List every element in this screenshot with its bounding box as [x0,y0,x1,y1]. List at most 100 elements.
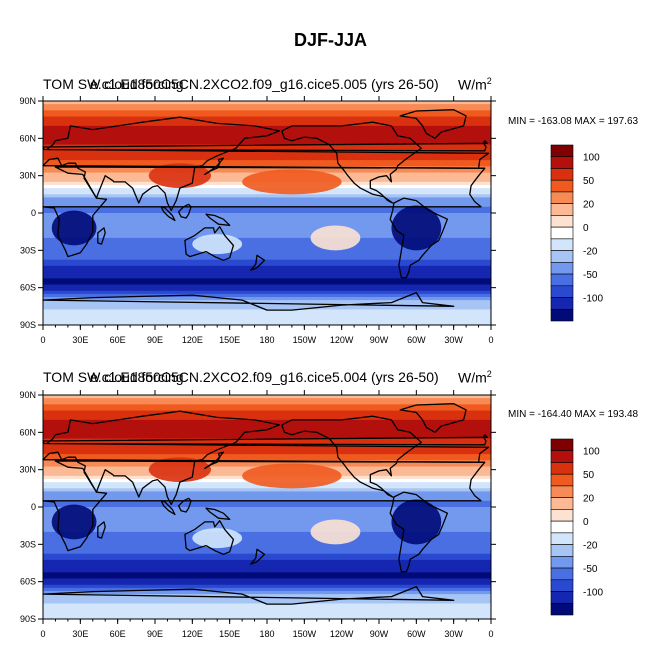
min-max-label: MIN = -164.40 MAX = 193.48 [508,409,639,420]
colorbar-swatch [550,591,574,604]
field-band [43,563,491,567]
field-band [43,559,491,564]
field-band [43,160,491,164]
colorbar-swatch [550,509,574,522]
colorbar-label: 100 [583,153,600,164]
field-band [43,262,491,267]
colorbar-swatch [550,544,574,557]
field-band [43,553,491,558]
field-band [43,116,491,121]
field-band [43,516,491,521]
field-band [43,522,491,527]
field-band [43,435,491,440]
field-band [43,578,491,583]
colorbar-label: 50 [583,470,595,481]
field-band [43,525,491,530]
variable-label: TOM SW cloud forcing [43,369,184,385]
lon-tick-label: 120E [182,335,203,345]
lat-tick-label: 90N [19,390,36,400]
field-band [43,206,491,211]
lon-tick-label: 30E [72,335,88,345]
lon-tick-label: 0 [488,629,493,639]
lat-tick-label: 60S [20,577,36,587]
field-band [43,507,491,511]
colorbar-swatch [550,462,574,475]
field-band [43,587,491,592]
field-band [43,231,491,236]
field-patch [148,457,211,483]
field-band [43,197,491,202]
field-band [43,144,491,149]
lon-tick-label: 150W [293,335,317,345]
field-band [43,303,491,307]
field-band [43,519,491,524]
field-band [43,104,491,108]
colorbar-swatch [550,156,574,169]
lon-tick-label: 90W [370,629,389,639]
coastline-madagascar [97,521,106,539]
field-band [43,395,491,399]
field-band [43,572,491,577]
lon-tick-label: 60W [407,629,426,639]
colorbar-swatch [550,308,574,322]
variable-label: TOM SW cloud forcing [43,76,184,92]
units-label: W/m2 [458,369,492,386]
coastline-namerica [281,121,422,204]
field-band [43,265,491,270]
field-band [43,194,491,199]
field-band [43,429,491,433]
lon-tick-label: 0 [40,335,45,345]
field-patch [310,225,361,251]
colorbar-label: -100 [583,294,603,305]
coastline-britain [42,434,488,446]
colorbar-label: 20 [583,494,595,505]
field-band [43,222,491,227]
field-band [43,225,491,230]
field-band [43,321,491,326]
lon-tick-label: 90E [147,335,163,345]
field-band [43,401,491,405]
field-band [43,247,491,251]
colorbar-swatch [550,497,574,510]
coastline-eurasia [42,116,490,212]
field-band [43,244,491,248]
field-band [43,138,491,143]
coastline-antarctica [42,585,455,605]
lon-tick-label: 30E [72,629,88,639]
field-band [43,494,491,499]
field-band [43,284,491,289]
field-band [43,315,491,320]
lon-tick-label: 30W [444,335,463,345]
colorbar-label: -50 [583,270,598,281]
field-band [43,404,491,409]
field-band [43,591,491,595]
field-band [43,241,491,245]
field-band [43,538,491,542]
field-band [43,569,491,573]
field-band [43,132,491,136]
field-band [43,541,491,545]
lon-tick-label: 90E [147,629,163,639]
colorbar-label: -20 [583,247,598,258]
field-band [43,457,491,461]
lat-tick-label: 30N [19,171,36,181]
lon-tick-label: 120W [330,629,354,639]
field-band [43,413,491,418]
coastline-greenland [399,109,467,139]
field-band [43,203,491,208]
field-band [43,209,491,214]
field-band [43,451,491,455]
colorbar-swatch [550,262,574,275]
colorbar-label: 20 [583,200,595,211]
field-band [43,309,491,314]
field-band [43,228,491,233]
coastline-antarctica [42,291,455,311]
coastline-greenland [399,403,467,433]
coastline-newzealand [250,548,266,565]
field-band [43,584,491,589]
colorbar-swatch [550,520,574,534]
field-band [43,615,491,620]
colorbar-swatch [550,168,574,181]
field-band [43,272,491,276]
